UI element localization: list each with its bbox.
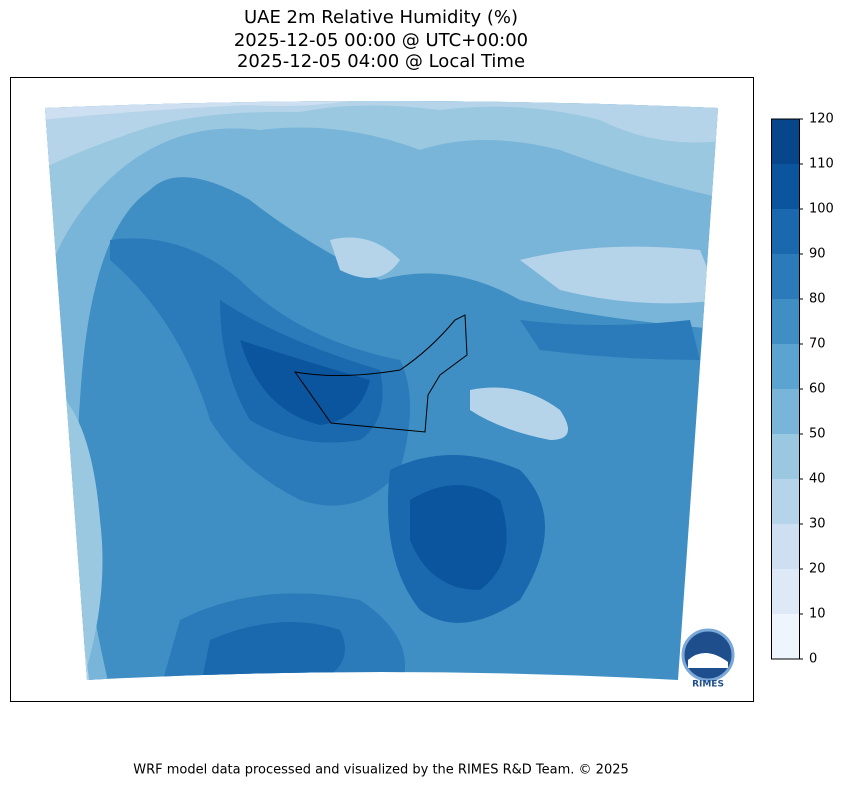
colorbar-segment bbox=[771, 254, 799, 299]
tick-label: 100 bbox=[809, 202, 834, 217]
colorbar-segment bbox=[771, 209, 799, 254]
tick-label: 80 bbox=[809, 292, 826, 307]
tick-label: 50 bbox=[809, 427, 826, 442]
rimes-logo: RIMES bbox=[681, 628, 735, 690]
title-line: 2025-12-05 00:00 @ UTC+00:00 bbox=[234, 30, 528, 51]
tick-label: 70 bbox=[809, 337, 826, 352]
humidity-field bbox=[45, 101, 718, 680]
title-line: 2025-12-05 04:00 @ Local Time bbox=[237, 51, 525, 72]
tick-label: 110 bbox=[809, 157, 834, 172]
logo-text: RIMES bbox=[692, 680, 724, 690]
tick-label: 0 bbox=[809, 652, 817, 667]
tick-label: 60 bbox=[809, 382, 826, 397]
colorbar-segment bbox=[771, 479, 799, 524]
colorbar-segment bbox=[771, 569, 799, 614]
colorbar: 0 10 20 30 40 50 60 70 80 90 100 110 120 bbox=[771, 112, 834, 667]
colorbar-segment bbox=[771, 164, 799, 209]
title-line: UAE 2m Relative Humidity (%) bbox=[244, 7, 518, 28]
tick-label: 120 bbox=[809, 112, 834, 127]
colorbar-segment bbox=[771, 389, 799, 434]
tick-label: 20 bbox=[809, 562, 826, 577]
colorbar-segment bbox=[771, 614, 799, 659]
tick-label: 30 bbox=[809, 517, 826, 532]
colorbar-segment bbox=[771, 524, 799, 569]
tick-label: 10 bbox=[809, 607, 826, 622]
colorbar-segment bbox=[771, 434, 799, 479]
colorbar-segment bbox=[771, 119, 799, 164]
colorbar-segment bbox=[771, 344, 799, 389]
tick-label: 90 bbox=[809, 247, 826, 262]
footer: WRF model data processed and visualized … bbox=[133, 763, 629, 778]
uae-border bbox=[293, 314, 468, 433]
colorbar-segment bbox=[771, 299, 799, 344]
tick-label: 40 bbox=[809, 472, 826, 487]
